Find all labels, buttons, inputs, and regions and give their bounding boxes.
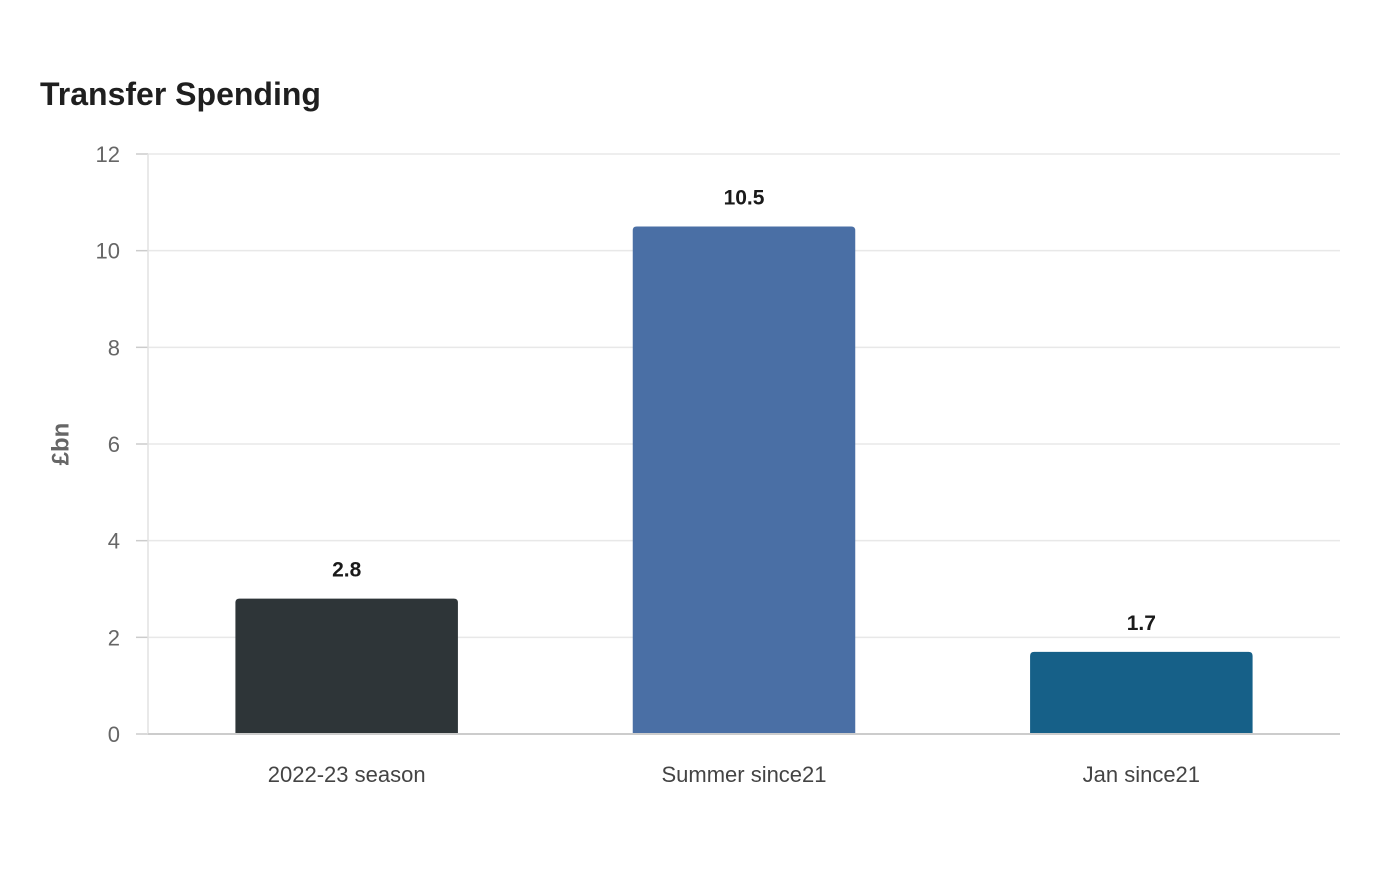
bar-value-label: 1.7 [1127,612,1156,635]
bar [1030,651,1253,734]
bar [632,226,856,734]
bar-value-label: 2.8 [332,559,362,582]
y-tick-label: 12 [96,142,120,167]
y-tick-label: 2 [108,625,120,650]
y-axis-ticks: 0 2 4 6 8 10 12 [96,142,148,747]
value-labels: 2.8 10.5 1.7 [332,187,1156,635]
bar [235,598,458,734]
x-category-label: 2022-23 season [268,762,426,787]
y-tick-label: 6 [108,432,120,457]
x-axis-labels: 2022-23 season Summer since21 Jan since21 [268,762,1200,787]
y-tick-label: 10 [96,239,120,264]
x-category-label: Summer since21 [661,762,826,787]
y-tick-label: 0 [108,722,120,747]
x-category-label: Jan since21 [1083,762,1200,787]
chart-title: Transfer Spending [40,76,321,112]
y-axis-title: £bn [47,423,74,466]
bar-value-label: 10.5 [724,187,765,210]
y-tick-label: 8 [108,335,120,360]
bars [235,226,1253,734]
y-tick-label: 4 [108,529,120,554]
